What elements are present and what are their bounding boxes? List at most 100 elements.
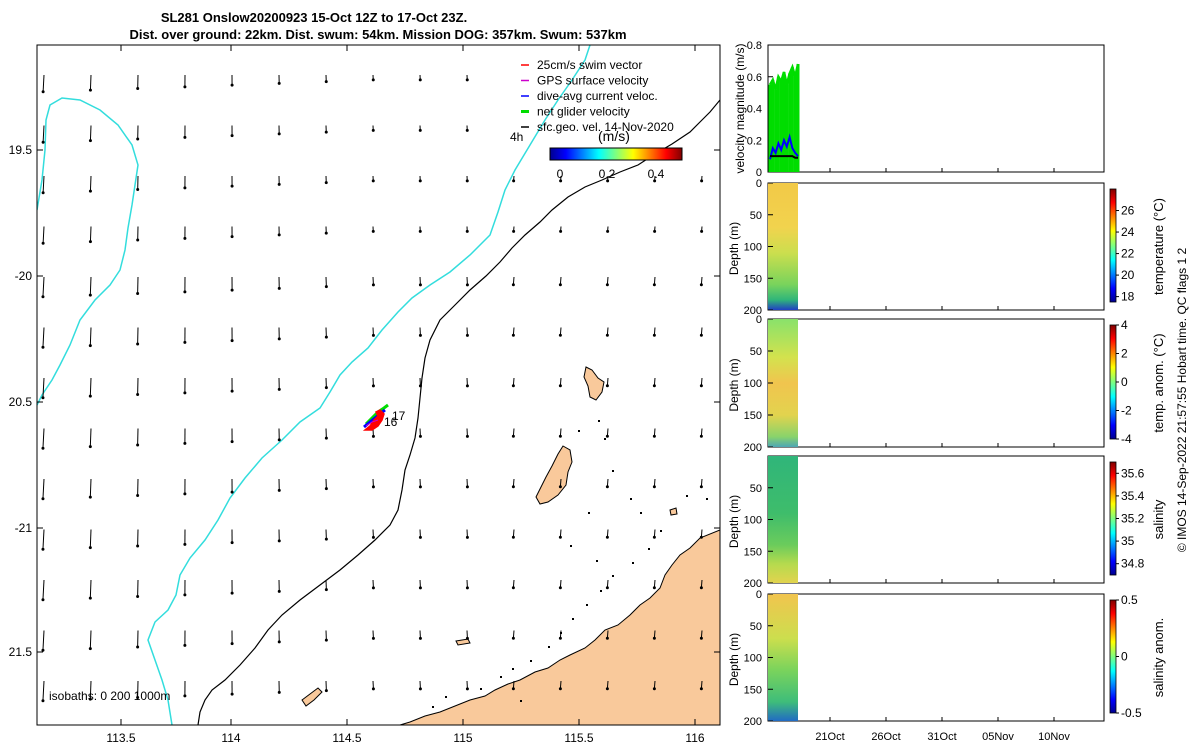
mainland [399, 529, 720, 725]
vector-arrow [42, 428, 45, 449]
panel-colorbar [1109, 461, 1117, 576]
isobath-200m [197, 99, 720, 725]
velocity-bar [788, 73, 792, 172]
depth-tick: 200 [744, 305, 762, 317]
colorbar-tick: 0 [1121, 650, 1128, 664]
map-x-tick: 115 [453, 731, 472, 745]
panel-axes [767, 44, 1105, 173]
map-y-tick: -21 [15, 521, 33, 535]
velocity-y-tick: 0.4 [747, 104, 762, 116]
time-x-tick: 26Oct [871, 731, 900, 743]
map-ticks [37, 45, 720, 725]
legend-label: sfc.geo. vel. 14-Nov-2020 [537, 120, 674, 134]
colorbar-tick: 35.2 [1121, 512, 1145, 526]
vector-arrow [42, 630, 45, 651]
velocity-bar [776, 76, 780, 172]
depth-tick: 150 [744, 410, 762, 422]
time-x-tick: 31Oct [927, 731, 956, 743]
day-label-17: 17 [392, 409, 406, 423]
depth-tick: 100 [744, 242, 762, 254]
map-y-tick: 20.5 [9, 395, 33, 409]
colorbar-tick: 0.5 [1121, 593, 1138, 607]
depth-tick: 0 [756, 589, 762, 601]
depth-ylabel: Depth (m) [727, 358, 741, 411]
legend-label: dive-avg current veloc. [537, 89, 658, 103]
vector-arrow [89, 428, 92, 447]
vector-arrow [42, 125, 45, 143]
map-x-tick: 114.5 [332, 731, 361, 745]
depth-ylabel: Depth (m) [727, 222, 741, 275]
velocity-y-tick: 0.8 [747, 40, 762, 52]
velocity-series-line [768, 63, 800, 90]
colorbar-tick: 0 [1121, 375, 1128, 389]
colorbar-tick: -4 [1121, 432, 1132, 446]
map-y-tick: 19.5 [9, 143, 33, 157]
map-x-tick: 115.5 [564, 731, 593, 745]
island-large [535, 445, 573, 505]
colorbar-title: salinity anom. [1151, 618, 1166, 697]
vector-arrow [89, 327, 92, 346]
map-colorbar [549, 147, 683, 161]
vector-arrow [42, 579, 45, 600]
depth-tick: 200 [744, 442, 762, 454]
panel-temperature: 0 50 100 150 200 Depth (m) 18 20 22 24 26 temperatu… [727, 178, 1166, 317]
vector-arrow [42, 529, 45, 550]
velocity-y-tick: 0 [756, 167, 762, 179]
velocity-bar [790, 67, 794, 172]
panel-salinity_anom: 0 50 100 150 200 Depth (m) -0.5 0 0.5 salinity an… [727, 589, 1166, 743]
panel-axes [767, 455, 1105, 584]
map-x-tick: 113.5 [106, 731, 135, 745]
velocity-bar [796, 64, 800, 172]
depth-tick: 50 [750, 621, 762, 633]
depth-tick: 0 [756, 314, 762, 326]
map-x-tick-labels: 113.5 114 114.5 115 115.5 116 [106, 731, 704, 745]
depth-ylabel: Depth (m) [727, 495, 741, 548]
depth-tick: 150 [744, 684, 762, 696]
map-x-tick: 116 [685, 731, 704, 745]
vector-arrow [89, 630, 92, 649]
vector-arrow [42, 226, 45, 244]
glider-track [362, 403, 389, 431]
velocity-bar [785, 84, 789, 172]
map-x-tick: 114 [221, 731, 240, 745]
island-small-3 [301, 687, 323, 707]
map-y-tick-labels: 19.5 -20 20.5 -21 21.5 [9, 143, 33, 659]
depth-tick: 50 [750, 346, 762, 358]
time-x-tick: 05Nov [982, 731, 1014, 743]
island-small-4 [669, 507, 678, 516]
colorbar-title: temp. anom. (°C) [1151, 333, 1166, 432]
colorbar-tick: 18 [1121, 290, 1135, 304]
legend-label: net glider velocity [537, 105, 630, 119]
time-x-tick: 10Nov [1038, 731, 1070, 743]
colorbar-tick: 20 [1121, 268, 1135, 282]
vector-arrow [42, 478, 45, 499]
colorbar-tick: 26 [1121, 204, 1135, 218]
map-legend: 25cm/s swim vector GPS surface velocitydi… [510, 58, 683, 181]
velocity-bar [771, 79, 775, 172]
colorbar-tick: 0.4 [648, 167, 665, 181]
vector-arrow [89, 529, 92, 548]
island-small-2 [455, 638, 471, 646]
isobaths-label: isobaths: 0 200 1000m [49, 689, 170, 703]
island-small-1 [583, 366, 605, 401]
map-y-tick: 21.5 [9, 645, 33, 659]
colorbar-tick: 0.2 [599, 167, 616, 181]
depth-ylabel: Depth (m) [727, 633, 741, 686]
title-line-2: Dist. over ground: 22km. Dist. swum: 54k… [129, 27, 626, 42]
colorbar-tick: 34.8 [1121, 557, 1145, 571]
isobath-1000m [147, 45, 591, 725]
velocity-series-line [769, 133, 799, 160]
colorbar-tick: 24 [1121, 225, 1135, 239]
map-panel: 17 16 113.5 114 114.5 115 115.5 116 19.5 -20 20… [9, 44, 721, 745]
panel-axes [767, 593, 1105, 722]
velocity-y-tick: 0.6 [747, 72, 762, 84]
velocity-bar [782, 71, 786, 172]
vector-arrow [89, 74, 92, 91]
depth-tick: 200 [744, 578, 762, 590]
colorbar-tick: 35.4 [1121, 489, 1145, 503]
time-x-tick: 21Oct [815, 731, 844, 743]
colorbar-tick: 22 [1121, 247, 1135, 261]
